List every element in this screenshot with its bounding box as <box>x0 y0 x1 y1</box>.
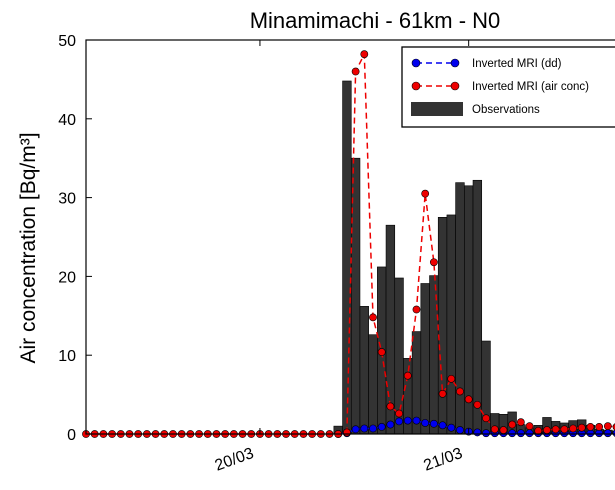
observation-bar <box>368 334 378 435</box>
dd-point <box>603 429 612 438</box>
air-conc-point <box>360 50 369 59</box>
x-tick-label: 20/03 <box>213 445 257 475</box>
observation-bar <box>437 217 448 435</box>
air-conc-point <box>603 422 612 431</box>
dd-point <box>525 429 534 438</box>
dd-point <box>360 424 369 433</box>
air-conc-point <box>595 423 604 431</box>
observation-bar <box>446 214 456 435</box>
air-conc-point <box>560 425 569 434</box>
air-conc-point <box>377 348 386 356</box>
air-conc-point <box>482 414 490 423</box>
y-tick-label: 30 <box>58 191 76 208</box>
air-conc-point <box>456 387 464 396</box>
air-conc-point <box>612 423 615 431</box>
y-tick-label: 50 <box>58 33 76 50</box>
observation-bar <box>420 283 430 435</box>
observation-bar <box>359 306 369 435</box>
air-conc-point <box>525 422 534 431</box>
dd-point <box>447 423 456 432</box>
y-tick-label: 0 <box>67 427 76 444</box>
observation-bars <box>333 80 615 435</box>
air-conc-point <box>569 424 577 433</box>
air-conc-point <box>490 425 499 434</box>
legend-label: Inverted MRI (air conc) <box>472 81 589 93</box>
plot-frame <box>85 39 615 435</box>
dd-point <box>395 417 403 426</box>
air-conc-point <box>508 420 517 429</box>
air-conc-point <box>343 428 351 437</box>
chart-title: Minamimachi - 61km - N0 <box>250 8 501 33</box>
dd-point <box>516 429 525 438</box>
air-conc-point <box>543 426 551 434</box>
dd-point <box>377 423 386 431</box>
dd-point <box>482 429 490 438</box>
observation-bar <box>455 182 465 435</box>
y-tick-label: 10 <box>58 348 76 365</box>
dd-point <box>612 429 615 437</box>
dd-point <box>369 424 377 433</box>
dd-point <box>429 419 438 428</box>
air-conc-point <box>412 305 421 314</box>
air-conc-point <box>447 374 456 383</box>
air-conc-point <box>586 423 595 431</box>
observation-bar <box>342 80 352 435</box>
dd-point <box>456 426 464 434</box>
air-conc-point <box>499 426 508 434</box>
legend-swatch-observations <box>411 102 463 116</box>
x-tick-label: 21/03 <box>421 445 465 475</box>
legend-swatch-air-conc-marker <box>411 81 421 91</box>
air-conc-point <box>464 395 473 404</box>
air-conc-point <box>516 418 525 427</box>
dd-point <box>438 421 447 430</box>
dd-point <box>473 428 482 437</box>
air-conc-point <box>351 67 360 76</box>
air-conc-point <box>403 371 412 380</box>
air-conc-point <box>369 313 377 322</box>
dd-point <box>403 416 412 425</box>
legend-label: Inverted MRI (dd) <box>472 58 562 70</box>
air-conc-point <box>473 400 482 409</box>
air-conc-point <box>551 425 560 434</box>
dd-point <box>508 429 517 438</box>
y-axis-label: Air concentration [Bq/m³] <box>17 132 40 363</box>
air-conc-point <box>386 402 395 411</box>
air-conc-point <box>421 189 430 198</box>
legend-swatch-dd-marker <box>411 58 421 68</box>
air-conc-point <box>577 423 586 432</box>
observation-bar <box>472 179 483 435</box>
air-conc-point <box>534 426 543 435</box>
legend-box <box>401 46 615 128</box>
y-tick-label: 40 <box>58 112 76 129</box>
air-conc-point <box>429 258 438 267</box>
air-conc-point <box>438 389 447 398</box>
legend-label: Observations <box>472 104 540 116</box>
air-conc-point <box>395 409 403 418</box>
y-tick-label: 20 <box>58 269 76 286</box>
legend-swatch-dd-marker <box>450 58 460 68</box>
legend-swatch-air-conc-marker <box>450 81 460 91</box>
dd-point <box>412 416 421 425</box>
dd-point <box>386 420 395 429</box>
dd-point <box>421 419 430 427</box>
dd-point <box>351 425 360 434</box>
legend: Inverted MRI (dd) Inverted MRI (air conc)… <box>401 46 615 128</box>
